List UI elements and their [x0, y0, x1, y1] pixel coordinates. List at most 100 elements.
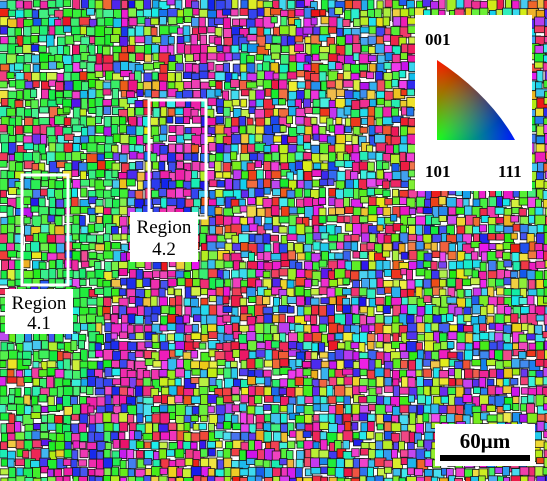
grain — [231, 152, 237, 160]
grain — [321, 368, 329, 380]
grain — [217, 360, 226, 366]
grain — [416, 216, 427, 225]
grain — [329, 477, 338, 481]
grain — [383, 181, 390, 189]
grain — [217, 451, 224, 458]
grain — [367, 289, 376, 298]
grain — [264, 188, 270, 195]
grain — [297, 235, 305, 243]
grain — [367, 72, 374, 79]
grain — [192, 80, 201, 89]
grain — [39, 107, 48, 113]
grain — [79, 341, 85, 349]
grain — [215, 37, 222, 45]
grain — [544, 280, 547, 287]
grain — [95, 224, 104, 232]
grain — [248, 467, 256, 476]
grain — [152, 406, 161, 412]
grain — [79, 442, 86, 449]
grain — [376, 36, 384, 44]
region-label: Region — [137, 217, 192, 238]
grain — [191, 415, 198, 421]
grain — [319, 226, 328, 234]
grain — [375, 368, 384, 377]
grain — [79, 334, 86, 341]
grain — [9, 395, 15, 404]
grain — [231, 126, 238, 133]
legend-label: 101 — [425, 162, 451, 181]
grain — [479, 476, 486, 481]
grain — [96, 170, 105, 178]
grain — [439, 378, 449, 385]
grain — [145, 45, 152, 55]
grain — [367, 334, 375, 342]
grain — [384, 386, 393, 393]
grain — [175, 369, 184, 377]
grain — [79, 477, 88, 481]
grain — [289, 26, 297, 37]
grain — [199, 27, 207, 34]
grain — [160, 405, 169, 412]
grain — [368, 379, 376, 387]
grain — [280, 359, 289, 367]
grain — [39, 395, 47, 403]
grain — [329, 280, 338, 287]
grain — [503, 477, 509, 481]
grain — [72, 234, 79, 240]
grain — [296, 406, 305, 413]
grain — [417, 440, 423, 447]
grain — [384, 397, 391, 405]
grain — [431, 261, 437, 269]
grain — [231, 9, 238, 16]
grain — [215, 28, 222, 37]
grain — [103, 251, 114, 259]
grain — [271, 206, 279, 216]
grain — [151, 314, 158, 322]
grain — [217, 107, 223, 114]
grain — [175, 350, 183, 357]
grain — [95, 37, 105, 46]
grain — [352, 261, 361, 271]
grain — [177, 278, 185, 286]
grain — [296, 108, 306, 116]
grain — [9, 414, 15, 424]
grain — [112, 242, 121, 249]
grain — [215, 89, 221, 96]
grain — [337, 28, 343, 36]
grain — [177, 17, 183, 24]
grain — [209, 226, 216, 234]
grain — [247, 82, 258, 88]
grain — [136, 53, 144, 61]
grain — [303, 369, 312, 376]
grain — [89, 459, 97, 467]
grain — [311, 352, 317, 360]
grain — [120, 37, 128, 47]
grain — [31, 89, 37, 97]
grain — [311, 82, 321, 91]
grain — [264, 262, 273, 270]
grain — [336, 459, 344, 469]
grain — [527, 413, 537, 423]
grain — [32, 10, 38, 18]
grain — [231, 361, 238, 367]
grain — [393, 476, 400, 481]
grain — [177, 36, 184, 44]
grain — [224, 208, 234, 216]
grain — [536, 315, 545, 321]
grain — [295, 325, 304, 333]
grain — [271, 171, 281, 179]
grain — [351, 242, 358, 251]
grain — [176, 73, 182, 82]
grain — [167, 189, 176, 198]
grain — [368, 116, 375, 126]
grain — [176, 135, 184, 143]
grain — [31, 45, 39, 52]
grain — [279, 314, 285, 323]
grain — [112, 368, 121, 375]
grain — [191, 287, 201, 296]
grain — [232, 395, 240, 401]
grain — [544, 108, 547, 117]
grain — [480, 280, 486, 288]
grain — [191, 145, 198, 153]
grain — [239, 262, 246, 269]
